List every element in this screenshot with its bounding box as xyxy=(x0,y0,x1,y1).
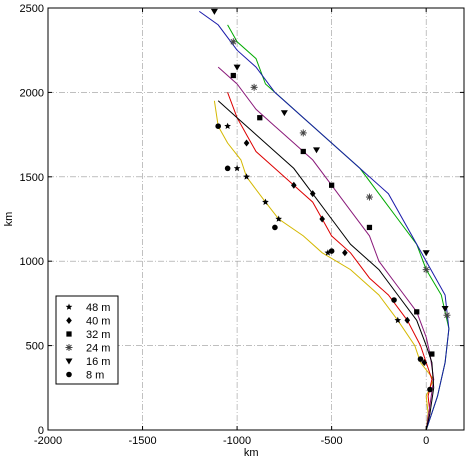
data-point-0-2 xyxy=(275,215,282,222)
legend-label-3: 24 m xyxy=(86,343,110,355)
y-tick-label: 500 xyxy=(26,341,44,353)
y-tick-label: 2500 xyxy=(20,3,44,15)
data-point-0-1 xyxy=(324,249,332,256)
data-point-3-0 xyxy=(443,311,451,319)
legend-label-2: 32 m xyxy=(86,329,110,341)
data-point-5-5 xyxy=(224,165,231,172)
x-tick-label: -2000 xyxy=(34,435,62,447)
series-line-0 xyxy=(213,100,435,431)
data-point-4-3 xyxy=(280,110,288,117)
legend-marker-0 xyxy=(65,303,73,310)
x-tick-label: -1000 xyxy=(223,435,251,447)
legend-box xyxy=(55,295,119,385)
data-point-1-5 xyxy=(291,181,297,189)
data-point-5-4 xyxy=(272,224,278,231)
x-axis-label: km xyxy=(244,447,259,459)
y-tick-label: 1500 xyxy=(20,172,44,184)
data-point-5-6 xyxy=(215,123,221,129)
legend-label-1: 40 m xyxy=(86,316,110,328)
data-point-0-0 xyxy=(394,316,402,324)
data-point-0-4 xyxy=(243,173,250,180)
legend-marker-3 xyxy=(65,344,73,351)
data-point-0-5 xyxy=(233,164,241,172)
y-tick-label: 1000 xyxy=(20,256,44,268)
y-axis-label: km xyxy=(3,212,15,227)
legend-marker-4 xyxy=(65,358,73,365)
data-point-1-2 xyxy=(342,249,348,257)
data-point-4-4 xyxy=(233,64,241,71)
y-tick-label: 2000 xyxy=(20,87,44,99)
data-point-3-3 xyxy=(299,129,307,137)
data-point-4-1 xyxy=(422,250,430,257)
data-point-3-2 xyxy=(365,193,373,201)
data-point-5-1 xyxy=(417,356,424,362)
data-point-5-0 xyxy=(427,386,433,393)
data-point-5-3 xyxy=(328,248,335,254)
data-point-5-2 xyxy=(391,297,397,303)
data-point-0-6 xyxy=(224,122,231,129)
legend-marker-2 xyxy=(66,331,72,337)
data-point-3-1 xyxy=(422,266,430,274)
y-tick-label: 0 xyxy=(38,425,44,437)
series-line-5 xyxy=(217,100,435,431)
data-point-1-1 xyxy=(404,316,411,324)
legend-label-4: 16 m xyxy=(86,356,110,368)
data-point-2-3 xyxy=(329,182,335,188)
data-point-4-0 xyxy=(441,306,449,312)
legend-marker-5 xyxy=(66,371,72,378)
legend-label-5: 8 m xyxy=(86,370,104,382)
data-point-2-2 xyxy=(366,224,373,231)
data-point-0-3 xyxy=(262,198,269,205)
data-point-2-6 xyxy=(230,72,236,79)
series-line-4 xyxy=(199,10,450,431)
data-point-3-5 xyxy=(229,38,237,46)
data-point-4-5 xyxy=(210,8,218,15)
x-tick-label: -1500 xyxy=(128,435,156,447)
data-point-2-5 xyxy=(257,115,263,121)
data-point-1-0 xyxy=(421,358,428,366)
data-point-3-4 xyxy=(250,83,258,91)
data-point-1-3 xyxy=(319,215,325,223)
data-point-2-0 xyxy=(429,351,435,357)
axes-frame xyxy=(47,7,465,431)
data-point-1-6 xyxy=(243,139,250,147)
series-line-1 xyxy=(227,92,433,431)
x-tick-label: 0 xyxy=(423,435,429,447)
x-tick-label: -500 xyxy=(321,435,343,447)
data-point-1-4 xyxy=(309,190,316,198)
legend-label-0: 48 m xyxy=(86,302,110,314)
data-point-2-4 xyxy=(300,148,306,155)
legend-marker-1 xyxy=(66,317,72,324)
data-point-2-1 xyxy=(414,309,420,315)
series-line-2 xyxy=(217,66,435,431)
data-point-4-2 xyxy=(313,147,321,154)
